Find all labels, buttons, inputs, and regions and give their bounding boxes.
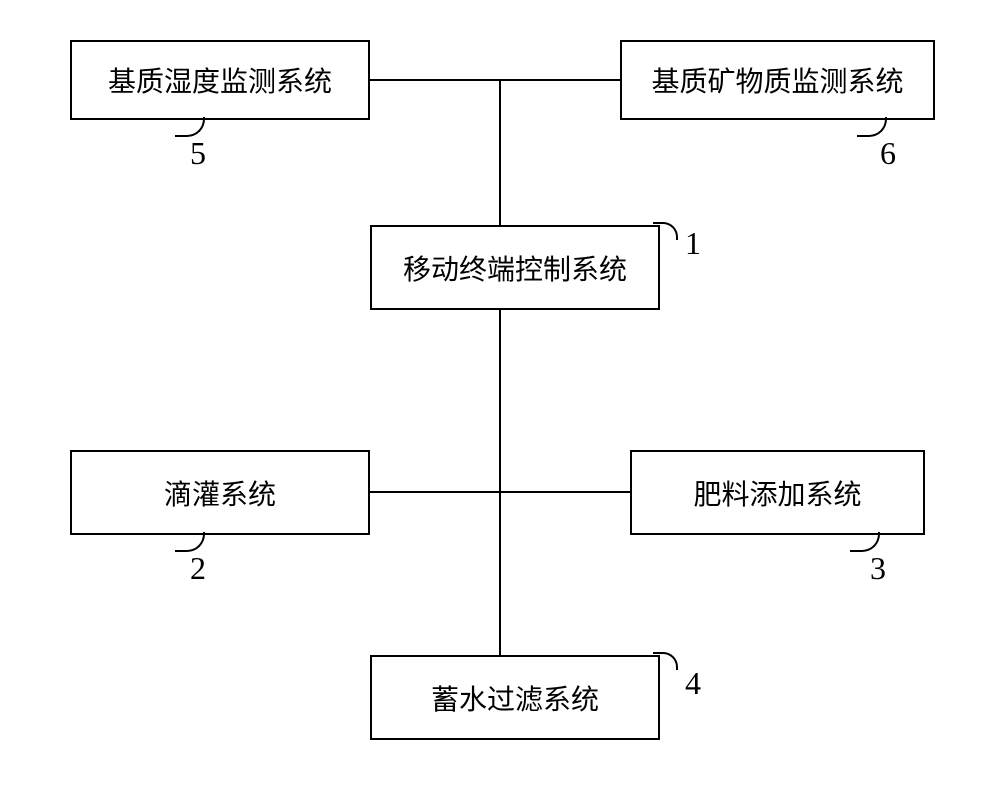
node-2-label: 滴灌系统 — [164, 473, 276, 513]
edge-top-horizontal — [370, 79, 620, 81]
number-label-6: 6 — [880, 135, 896, 172]
node-5-box: 基质湿度监测系统 — [70, 40, 370, 120]
edge-top-to-node1 — [499, 80, 501, 225]
node-4-box: 蓄水过滤系统 — [370, 655, 660, 740]
number-label-1: 1 — [685, 225, 701, 262]
node-3-box: 肥料添加系统 — [630, 450, 925, 535]
node-5-label: 基质湿度监测系统 — [108, 60, 332, 100]
node-6-label: 基质矿物质监测系统 — [651, 60, 903, 100]
callout-curve-1 — [653, 222, 678, 240]
node-3-label: 肥料添加系统 — [693, 473, 861, 513]
flowchart-diagram: 基质湿度监测系统 基质矿物质监测系统 移动终端控制系统 滴灌系统 肥料添加系统 … — [0, 0, 1000, 801]
node-2-box: 滴灌系统 — [70, 450, 370, 535]
number-label-5: 5 — [190, 135, 206, 172]
callout-curve-4 — [653, 652, 678, 670]
edge-center-to-node3 — [500, 491, 630, 493]
edge-node2-to-center — [370, 491, 500, 493]
node-6-box: 基质矿物质监测系统 — [620, 40, 935, 120]
callout-curve-5 — [175, 117, 205, 137]
callout-curve-3 — [850, 532, 880, 552]
callout-curve-6 — [857, 117, 887, 137]
edge-node1-to-node4 — [499, 310, 501, 655]
number-label-2: 2 — [190, 550, 206, 587]
callout-curve-2 — [175, 532, 205, 552]
number-label-4: 4 — [685, 665, 701, 702]
node-1-label: 移动终端控制系统 — [403, 248, 627, 288]
node-1-box: 移动终端控制系统 — [370, 225, 660, 310]
node-4-label: 蓄水过滤系统 — [431, 678, 599, 718]
number-label-3: 3 — [870, 550, 886, 587]
